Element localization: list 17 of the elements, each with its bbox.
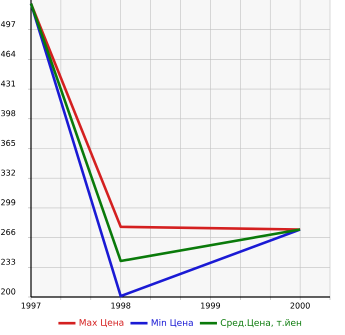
x-tick-label: 1997 (22, 302, 40, 309)
y-tick-label: 299 (1, 199, 16, 206)
y-tick-label: 464 (0, 50, 16, 57)
y-tick-label: 365 (1, 140, 16, 146)
x-tick-label: 1999 (201, 302, 220, 309)
x-tick-label: 1998 (111, 302, 130, 309)
y-tick-label: 332 (1, 170, 16, 176)
y-tick-label: 497 (0, 21, 16, 28)
y-tick-label: 233 (1, 258, 16, 265)
legend-label: Max Цена (80, 319, 124, 328)
y-tick-label: 266 (1, 229, 16, 236)
y-tick-label: 431 (0, 80, 16, 87)
legend-label: Min Цена (152, 319, 193, 328)
legend-label: Сред.Цена, т.йен (220, 319, 302, 328)
y-tick-label: 200 (1, 288, 16, 294)
y-tick-label: 398 (1, 110, 16, 116)
x-tick-label: 2000 (290, 302, 310, 309)
